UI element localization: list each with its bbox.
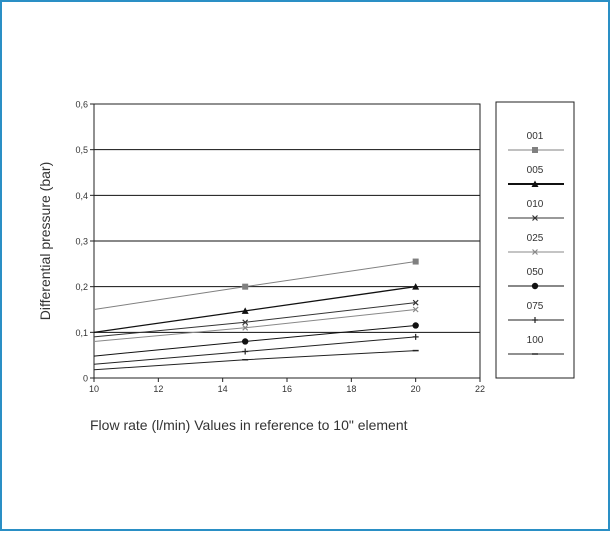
legend-label: 010 [527, 199, 544, 210]
x-tick-label: 10 [89, 384, 99, 394]
legend-marker-075 [532, 317, 538, 323]
x-tick-label: 18 [346, 384, 356, 394]
x-axis-ticks: 10 12 14 16 18 20 22 [89, 378, 485, 394]
y-axis-ticks: 0 0,1 0,2 0,3 0,4 0,5 0,6 [75, 100, 94, 384]
legend-marker-005 [531, 180, 539, 187]
data-point-005 [412, 283, 420, 290]
y-tick-label: 0,5 [75, 145, 88, 155]
legend-item-025: 025 [508, 233, 564, 255]
data-point-005 [241, 307, 249, 314]
x-tick-label: 12 [153, 384, 163, 394]
x-tick-label: 14 [218, 384, 228, 394]
data-point-001 [242, 283, 249, 290]
x-tick-label: 22 [475, 384, 485, 394]
y-tick-label: 0 [83, 374, 88, 384]
legend-label: 025 [527, 233, 544, 244]
legend-item-001: 001 [508, 131, 564, 153]
legend-item-050: 050 [508, 267, 564, 290]
x-tick-label: 16 [282, 384, 292, 394]
legend-label: 075 [527, 301, 544, 312]
series-lines [93, 258, 420, 371]
legend-item-010: 010 [508, 199, 564, 221]
legend-label: 005 [527, 165, 544, 176]
legend-marker-050 [531, 282, 539, 290]
y-tick-label: 0,2 [75, 282, 88, 292]
data-point-025 [242, 324, 249, 331]
data-point-050 [241, 338, 249, 345]
y-axis-label: Differential pressure (bar) [37, 162, 53, 320]
series-line-001 [93, 261, 416, 310]
legend-box [495, 101, 575, 379]
legend-label: 050 [527, 267, 544, 278]
legend-marker-025 [532, 249, 538, 255]
x-tick-label: 20 [411, 384, 421, 394]
x-axis-label: Flow rate (l/min) Values in reference to… [90, 417, 408, 433]
legend-marker-001 [532, 147, 538, 153]
y-tick-label: 0,4 [75, 191, 88, 201]
legend-item-100: 100 [508, 335, 564, 355]
legend-item-005: 005 [508, 165, 564, 187]
series-line-010 [93, 302, 416, 338]
y-tick-label: 0,1 [75, 328, 88, 338]
legend-marker-010 [532, 215, 538, 221]
data-point-010 [412, 299, 419, 306]
data-point-050 [412, 322, 419, 329]
data-point-001 [412, 258, 419, 265]
legend-label: 001 [527, 131, 544, 142]
data-point-075 [412, 333, 419, 340]
data-point-075 [242, 348, 249, 355]
data-point-025 [412, 306, 419, 313]
series-line-005 [93, 286, 416, 333]
legend-label: 100 [527, 335, 544, 346]
data-point-010 [242, 319, 249, 326]
legend: 001 005 010 025 050 075 100 [508, 131, 564, 355]
y-tick-label: 0,3 [75, 237, 88, 247]
y-tick-label: 0,6 [75, 100, 88, 110]
legend-item-075: 075 [508, 301, 564, 323]
